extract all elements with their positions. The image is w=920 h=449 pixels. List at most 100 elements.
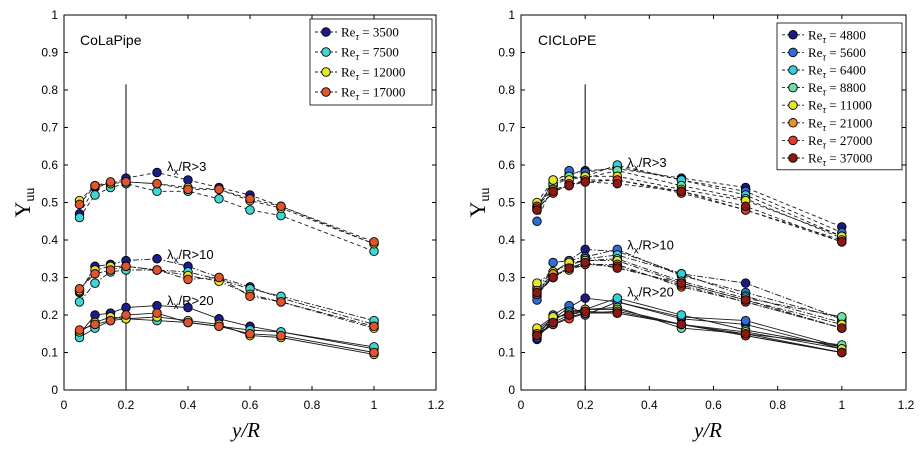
- annotation-subscript: x: [634, 246, 639, 257]
- y-tick-label: 0.7: [41, 121, 58, 135]
- series-line: [536, 179, 842, 241]
- data-point: [548, 317, 558, 328]
- annotation-subscript: x: [634, 293, 639, 304]
- data-point: [837, 237, 847, 247]
- legend-re: Re: [341, 45, 356, 60]
- legend-marker: [321, 27, 331, 37]
- x-axis-label: y/R: [230, 418, 260, 442]
- series-line: [79, 265, 375, 329]
- y-tick-label: 0.3: [498, 271, 515, 285]
- legend-tau: τ: [822, 35, 826, 46]
- annotation-lambda: λ: [627, 285, 634, 300]
- y-axis-label: Υuu: [10, 188, 38, 218]
- y-tick-label: 0: [508, 383, 515, 397]
- data-point: [276, 297, 286, 307]
- data-point: [74, 199, 85, 210]
- legend-value: = 8800: [826, 80, 866, 95]
- y-tick-label: 0.6: [41, 158, 58, 172]
- legend-label: Reτ = 8800: [808, 80, 866, 99]
- legend-re: Re: [808, 151, 823, 166]
- legend-re: Re: [341, 65, 356, 80]
- data-point: [369, 237, 379, 247]
- annotation-lambda: λ: [167, 247, 174, 262]
- legend-marker: [788, 135, 798, 146]
- data-point: [612, 293, 623, 303]
- data-point: [90, 190, 100, 200]
- y-tick-label: 1: [51, 8, 58, 22]
- data-point: [548, 257, 558, 268]
- data-point: [676, 319, 687, 330]
- data-point: [121, 261, 131, 272]
- x-tick-label: 0.6: [705, 398, 722, 412]
- legend-label: Reτ = 5600: [808, 45, 866, 64]
- data-point: [837, 323, 847, 333]
- data-point: [548, 272, 558, 283]
- x-tick-label: 1: [371, 398, 378, 412]
- y-label-upsilon: Υ: [10, 201, 35, 217]
- group-annotation: λx/R>20: [167, 293, 214, 312]
- data-point: [245, 205, 255, 215]
- data-point: [214, 321, 224, 332]
- data-point: [90, 278, 100, 288]
- series-line: [79, 258, 375, 325]
- panel-title: CoLaPipe: [80, 32, 142, 48]
- legend-label: Reτ = 11000: [808, 98, 872, 117]
- x-tick-label: 0.4: [641, 398, 658, 412]
- annotation-subscript: x: [174, 301, 179, 312]
- legend-label: Reτ = 12000: [341, 65, 405, 84]
- x-tick-label: 0.8: [769, 398, 786, 412]
- x-axis-label: y/R: [692, 418, 722, 442]
- data-point: [245, 329, 255, 339]
- data-point: [121, 310, 131, 320]
- series-line: [79, 183, 375, 252]
- group-annotation: λx/R>10: [167, 247, 214, 266]
- data-point: [580, 306, 590, 317]
- data-point: [564, 310, 574, 320]
- legend-value: = 6400: [826, 63, 866, 78]
- legend-marker: [788, 153, 798, 163]
- data-point: [183, 184, 193, 195]
- legend-tau: τ: [822, 158, 826, 169]
- data-point: [676, 186, 687, 197]
- data-point: [74, 325, 85, 335]
- y-tick-label: 0.1: [41, 346, 58, 360]
- y-tick-label: 0.5: [41, 196, 58, 210]
- series-line: [79, 305, 375, 350]
- y-tick-label: 0.5: [498, 196, 515, 210]
- x-tick-label: 0.4: [180, 398, 197, 412]
- data-point: [74, 297, 85, 307]
- data-point: [612, 178, 623, 189]
- data-point: [580, 177, 590, 187]
- data-point: [532, 216, 542, 227]
- x-tick-label: 0.6: [242, 398, 259, 412]
- data-point: [740, 201, 751, 212]
- legend-re: Re: [341, 25, 356, 40]
- data-point: [152, 254, 162, 264]
- series-line: [536, 254, 842, 323]
- panel-title: CICLoPE: [538, 32, 596, 48]
- data-point: [548, 186, 558, 197]
- data-point: [532, 287, 542, 298]
- data-point: [532, 205, 542, 215]
- annotation-rest: /R>20: [179, 293, 214, 308]
- y-tick-label: 0.1: [498, 346, 515, 360]
- legend-value: = 4800: [826, 27, 866, 42]
- legend-marker: [788, 47, 798, 58]
- series-line: [79, 181, 375, 245]
- legend-value: = 12000: [359, 65, 405, 80]
- x-tick-label: 1.2: [428, 398, 445, 412]
- annotation-lambda: λ: [167, 293, 174, 308]
- data-point: [564, 180, 574, 191]
- x-tick-label: 0.8: [304, 398, 321, 412]
- legend-label: Reτ = 17000: [341, 85, 405, 104]
- x-tick-label: 0.2: [118, 398, 135, 412]
- y-tick-label: 0.8: [41, 83, 58, 97]
- series-line: [79, 312, 375, 353]
- series-line: [79, 181, 375, 243]
- x-tick-label: 0: [518, 398, 525, 412]
- data-point: [105, 265, 116, 275]
- legend-re: Re: [808, 45, 823, 60]
- group-annotation: λx/R>20: [627, 285, 674, 304]
- group-annotation: λx/R>3: [167, 159, 206, 178]
